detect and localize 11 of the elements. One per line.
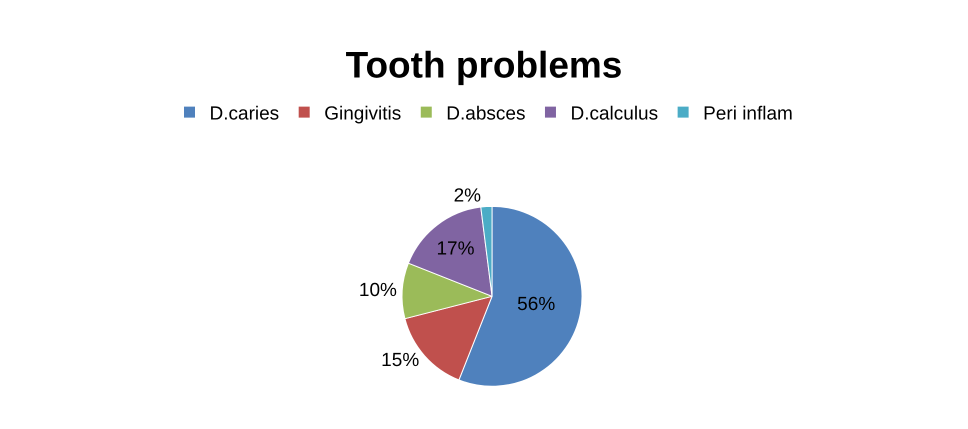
- legend-label: Gingivitis: [324, 104, 402, 125]
- data-label: 56%: [517, 294, 556, 316]
- legend-label: Peri inflam: [703, 104, 793, 125]
- chart-title: Tooth problems: [346, 44, 622, 86]
- legend-label: D.absces: [446, 104, 526, 125]
- data-label: 15%: [381, 350, 420, 371]
- legend-label: D.calculus: [570, 104, 658, 125]
- data-label: 10%: [358, 280, 398, 302]
- data-label: 17%: [436, 238, 475, 260]
- legend-label: D.caries: [210, 104, 280, 125]
- data-label: 2%: [454, 186, 482, 207]
